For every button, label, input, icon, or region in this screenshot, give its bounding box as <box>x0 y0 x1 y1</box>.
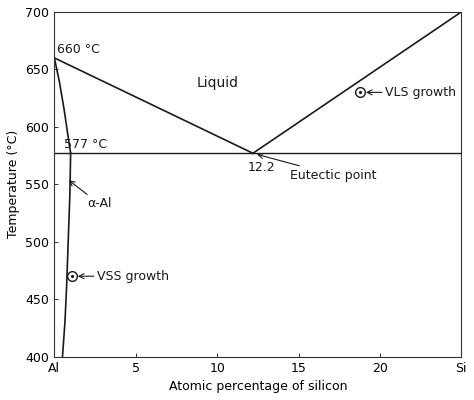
Text: VSS growth: VSS growth <box>79 270 169 283</box>
Text: Eutectic point: Eutectic point <box>258 154 377 182</box>
Text: 12.2: 12.2 <box>248 161 276 174</box>
Text: VLS growth: VLS growth <box>367 86 456 99</box>
Text: α-Al: α-Al <box>70 181 111 210</box>
Text: 577 °C: 577 °C <box>64 138 107 151</box>
Text: Liquid: Liquid <box>196 76 238 90</box>
Y-axis label: Temperature (°C): Temperature (°C) <box>7 130 20 238</box>
Text: 660 °C: 660 °C <box>57 43 100 56</box>
X-axis label: Atomic percentage of silicon: Atomic percentage of silicon <box>169 380 347 393</box>
